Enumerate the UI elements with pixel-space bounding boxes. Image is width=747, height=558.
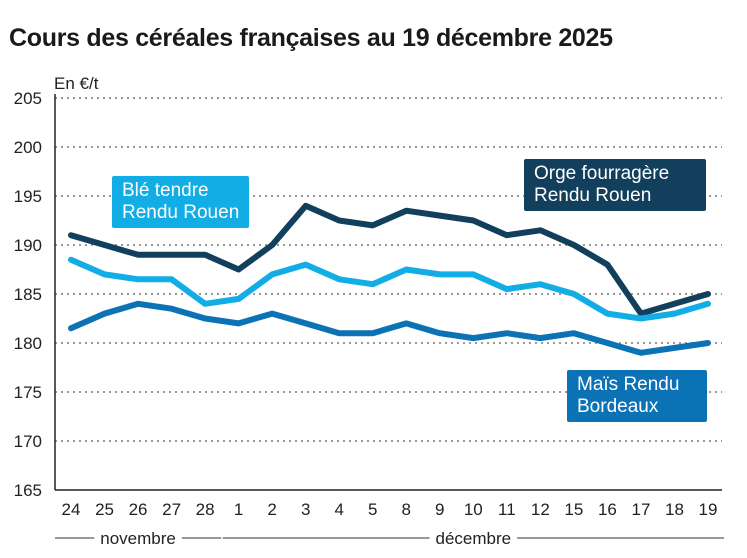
y-tick-label: 185 — [14, 285, 42, 304]
label-line: Rendu Rouen — [534, 185, 652, 206]
y-axis-label: En €/t — [54, 74, 99, 93]
legend-label-ble: Blé tendre Rendu Rouen — [112, 176, 250, 228]
x-tick-label: 11 — [498, 500, 516, 519]
label-line: Orge fourragère — [534, 163, 670, 184]
x-tick-label: 25 — [95, 500, 114, 519]
x-tick-label: 26 — [129, 500, 148, 519]
x-tick-label: 15 — [564, 500, 583, 519]
x-tick-label: 12 — [531, 500, 550, 519]
x-tick-label: 3 — [301, 500, 310, 519]
y-tick-label: 195 — [14, 187, 42, 206]
y-tick-label: 175 — [14, 383, 42, 402]
y-tick-label: 170 — [14, 432, 42, 451]
series-line-2 — [68, 300, 711, 356]
month-label: novembre — [100, 529, 176, 548]
x-tick-label: 24 — [62, 500, 81, 519]
legend-label-orge: Orge fourragère Rendu Rouen — [524, 159, 706, 211]
x-tick-label: 27 — [162, 500, 181, 519]
label-line: Blé tendre — [122, 180, 209, 201]
month-label: décembre — [436, 529, 512, 548]
x-tick-label: 28 — [196, 500, 215, 519]
x-tick-label: 18 — [665, 500, 684, 519]
y-tick-label: 190 — [14, 236, 42, 255]
x-tick-label: 16 — [598, 500, 617, 519]
x-tick-label: 10 — [464, 500, 483, 519]
series-line-0 — [68, 202, 711, 317]
label-line: Rendu Rouen — [122, 202, 240, 223]
chart-title: Cours des céréales françaises au 19 déce… — [9, 24, 613, 52]
x-tick-label: 1 — [234, 500, 243, 519]
x-tick-label: 9 — [435, 500, 444, 519]
y-tick-label: 200 — [14, 138, 42, 157]
x-tick-label: 17 — [631, 500, 650, 519]
label-line: Bordeaux — [577, 396, 659, 417]
x-tick-label: 8 — [402, 500, 411, 519]
legend-label-mais: Maïs Rendu Bordeaux — [567, 370, 707, 422]
y-tick-label: 205 — [14, 89, 42, 108]
y-tick-label: 180 — [14, 334, 42, 353]
label-line: Maïs Rendu — [577, 374, 680, 395]
x-tick-label: 5 — [368, 500, 377, 519]
x-tick-label: 4 — [334, 500, 343, 519]
y-tick-label: 165 — [14, 481, 42, 500]
x-tick-label: 19 — [699, 500, 718, 519]
x-tick-label: 2 — [267, 500, 276, 519]
series-line-1 — [68, 256, 711, 322]
